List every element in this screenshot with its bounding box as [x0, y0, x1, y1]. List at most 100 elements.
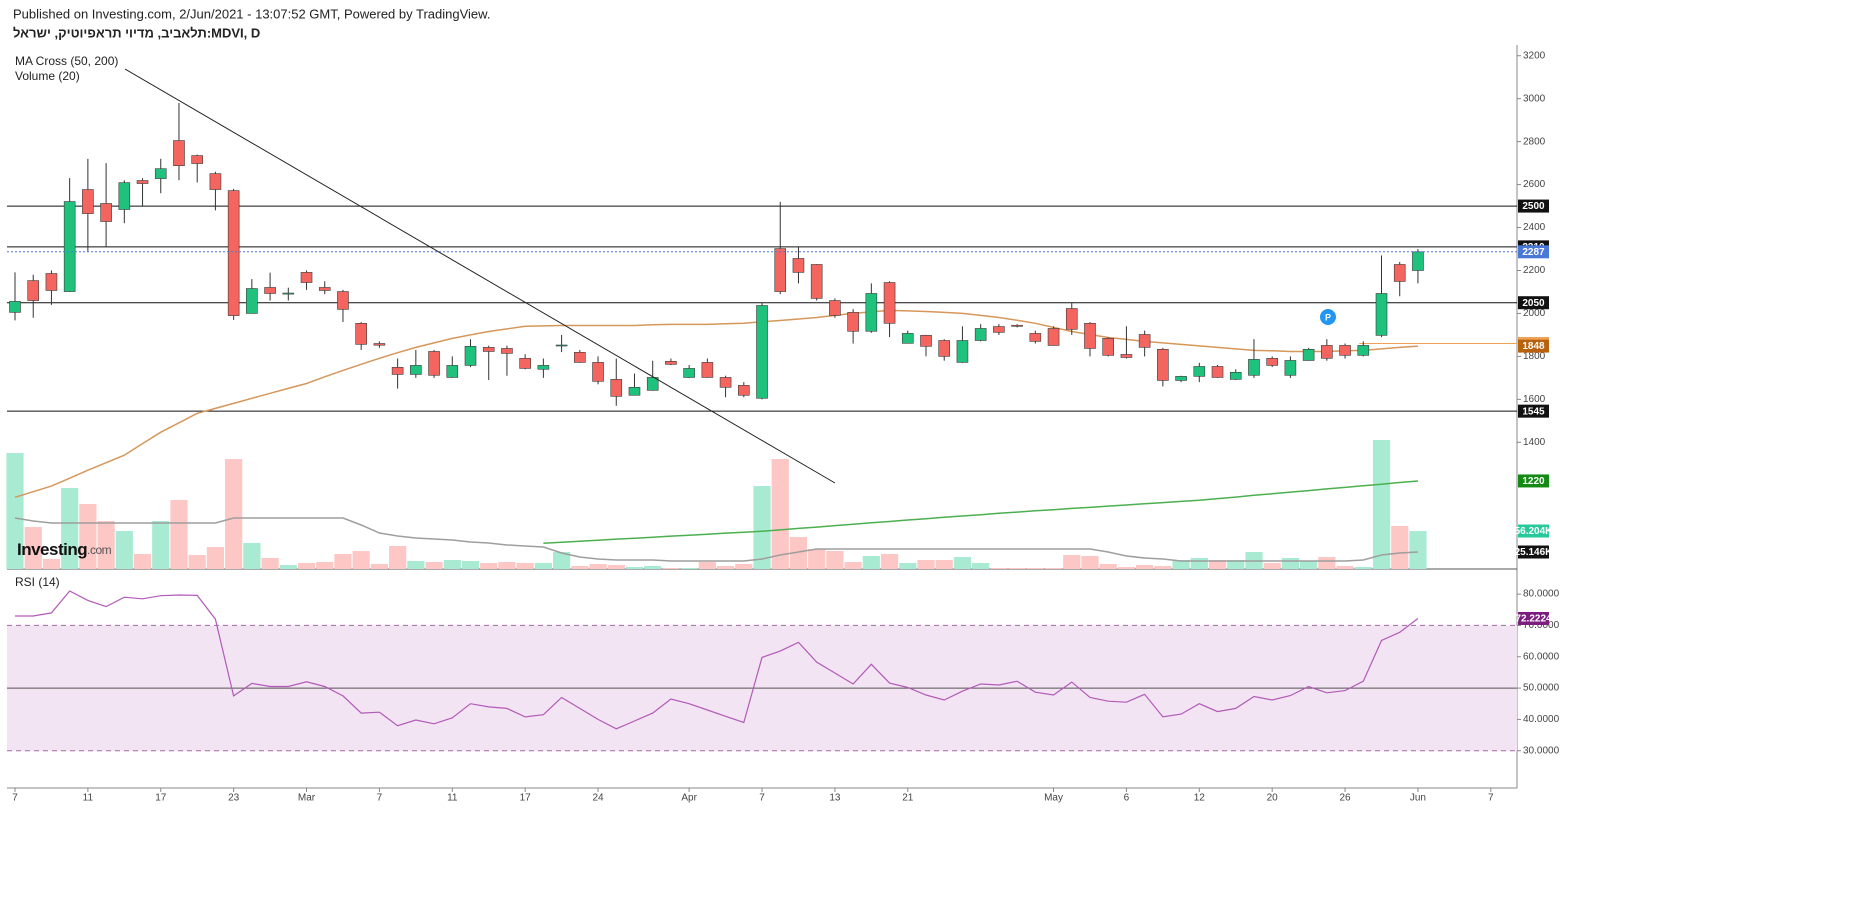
candle-body — [209, 173, 222, 190]
candle-body — [974, 328, 987, 341]
volume-bar — [1154, 566, 1172, 569]
y-tick-label: 2000 — [1523, 308, 1546, 319]
volume-bar — [716, 566, 735, 569]
volume-bar — [443, 560, 461, 569]
marker-dot[interactable] — [1320, 309, 1336, 325]
x-tick-label: Mar — [298, 793, 316, 804]
volume-bar — [97, 521, 115, 569]
volume-bar — [808, 549, 826, 569]
x-tick-label: 12 — [1194, 793, 1206, 804]
candle-body — [27, 280, 40, 301]
x-tick-label: 26 — [1339, 793, 1351, 804]
candle-body — [683, 368, 695, 378]
volume-bar — [753, 486, 771, 569]
moving-average — [543, 480, 1418, 544]
x-tick-label: 7 — [377, 793, 383, 804]
volume-bar — [425, 562, 443, 569]
candle-body — [810, 264, 823, 299]
candle-body — [574, 352, 586, 363]
y-tick-label: 2200 — [1523, 265, 1546, 276]
candle-body — [665, 361, 677, 365]
price-badge-label: 2050 — [1522, 298, 1545, 309]
candle-body — [154, 168, 167, 179]
volume-bar — [370, 564, 388, 569]
x-tick-label: 20 — [1267, 793, 1279, 804]
candle-body — [956, 340, 969, 363]
volume-bar — [826, 551, 844, 569]
price-badge — [1518, 339, 1549, 353]
volume-bar — [61, 488, 79, 569]
price-badge — [1518, 245, 1549, 259]
volume-bar — [279, 565, 297, 569]
candle-body — [1120, 354, 1133, 358]
candle-body — [737, 385, 750, 396]
candle-body — [519, 358, 531, 369]
candle-body — [1193, 366, 1206, 377]
volume-bar — [170, 500, 188, 569]
candle-body — [1138, 334, 1151, 348]
candle-body — [1339, 345, 1351, 356]
volume-bar — [334, 554, 352, 569]
candle-body — [1412, 251, 1424, 271]
candle-body — [592, 362, 604, 382]
plot-layer: 1400 1600 1800 2000 2200 2400 2600 2800 3000 3200… — [6, 50, 1560, 804]
legend-ma: MA Cross (50, 200) — [15, 54, 118, 68]
price-badge-label: 72.2224 — [1515, 614, 1552, 625]
x-tick-label: 11 — [83, 793, 94, 804]
logo-suffix: .com — [87, 543, 112, 557]
candle-body — [1084, 323, 1096, 349]
x-tick-label: Jun — [1410, 793, 1426, 804]
volume-bar — [42, 559, 61, 569]
volume-bar — [188, 555, 206, 569]
marker[interactable]: P — [1320, 309, 1336, 325]
candle-body — [9, 301, 21, 313]
candle-body — [264, 287, 276, 294]
candle-body — [1047, 328, 1060, 346]
volume-bar — [644, 566, 662, 569]
volume-bar — [534, 563, 552, 569]
volume-bar — [461, 561, 480, 569]
volume-bar — [1172, 560, 1190, 569]
volume-bar — [516, 563, 534, 569]
volume-bar — [735, 564, 753, 569]
candle-body — [719, 377, 732, 388]
price-badge — [1518, 545, 1549, 559]
x-tick-label: 7 — [1488, 793, 1494, 804]
volume-bar — [571, 566, 589, 569]
candle-body — [1375, 293, 1388, 336]
volume-bar — [662, 568, 680, 569]
price-badge-label: 25.146K — [1515, 547, 1554, 558]
x-tick-label: 13 — [829, 793, 841, 804]
rsi-tick-label: 50.0000 — [1523, 683, 1560, 694]
volume-bar — [1336, 566, 1354, 569]
candle-body — [428, 351, 440, 376]
volume-bar — [225, 459, 243, 569]
candle-body — [482, 347, 495, 352]
marker-label[interactable]: P — [1325, 312, 1331, 322]
volume-bar — [917, 560, 935, 569]
x-tick-label: May — [1044, 793, 1063, 804]
volume-bar — [990, 568, 1008, 569]
price-badge — [1518, 404, 1549, 418]
volume-bar — [1208, 560, 1227, 569]
candle-body — [63, 201, 76, 292]
volume-bar — [1391, 526, 1409, 569]
candle-body — [1065, 308, 1078, 330]
candle-body — [82, 189, 94, 214]
volume-bar — [1300, 561, 1318, 569]
volume-bar — [115, 531, 133, 569]
y-tick-label: 2800 — [1523, 136, 1546, 147]
volume-bar — [607, 565, 625, 569]
candle-body — [883, 282, 896, 324]
y-tick-label: 3200 — [1523, 50, 1546, 61]
price-badge — [1518, 611, 1549, 625]
candle-body — [901, 333, 914, 344]
volume-bar — [480, 563, 498, 569]
y-tick-label: 1600 — [1523, 394, 1546, 405]
candle-body — [774, 248, 787, 292]
volume-bar — [297, 563, 316, 569]
candle-body — [1011, 324, 1023, 327]
x-tick-label: 23 — [228, 793, 240, 804]
candle-body — [191, 155, 203, 164]
